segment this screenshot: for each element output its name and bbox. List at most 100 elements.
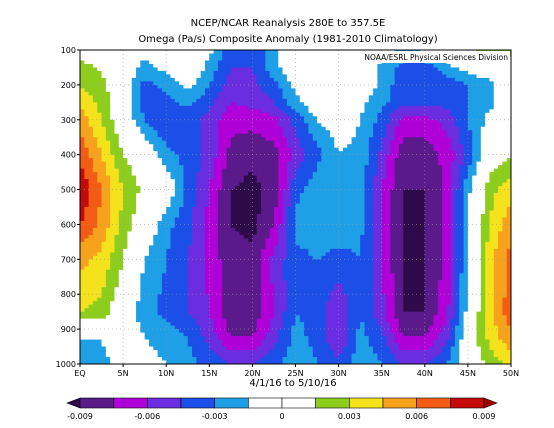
heatmap-cell (459, 67, 465, 72)
heatmap-cell (136, 105, 141, 110)
heatmap-cell (493, 217, 499, 222)
heatmap-cell (433, 133, 439, 138)
heatmap-cell (282, 186, 288, 191)
heatmap-cell (123, 60, 129, 65)
heatmap-cell (433, 213, 439, 219)
heatmap-cell (325, 84, 331, 89)
heatmap-cell (80, 126, 85, 131)
heatmap-cell (235, 220, 241, 226)
heatmap-cell (325, 193, 331, 198)
heatmap-cell (433, 98, 439, 103)
heatmap-cell (467, 119, 473, 124)
heatmap-cell (411, 116, 417, 121)
heatmap-cell (230, 213, 236, 219)
heatmap-cell (467, 67, 473, 72)
heatmap-cell (261, 168, 266, 173)
heatmap-cell (394, 200, 400, 205)
heatmap-cell (269, 154, 275, 159)
heatmap-cell (226, 175, 232, 180)
heatmap-cell (230, 182, 236, 187)
heatmap-cell (243, 126, 249, 131)
heatmap-cell (148, 196, 154, 201)
heatmap-cell (386, 137, 391, 142)
heatmap-cell (411, 67, 417, 72)
heatmap-cell (144, 220, 150, 226)
heatmap-cell (299, 81, 305, 86)
heatmap-cell (97, 213, 103, 219)
heatmap-cell (192, 182, 197, 187)
heatmap-cell (360, 133, 366, 138)
heatmap-cell (80, 217, 85, 222)
heatmap-cell (295, 168, 301, 173)
heatmap-cell (80, 168, 85, 173)
heatmap-cell (144, 161, 150, 166)
heatmap-cell (437, 102, 443, 107)
heatmap-cell (403, 151, 409, 156)
heatmap-cell (506, 151, 511, 156)
heatmap-cell (437, 81, 443, 86)
heatmap-cell (148, 84, 154, 89)
heatmap-cell (213, 207, 219, 212)
heatmap-cell (390, 193, 396, 198)
heatmap-cell (342, 168, 348, 173)
heatmap-cell (368, 186, 374, 191)
heatmap-cell (161, 119, 167, 124)
heatmap-cell (213, 175, 219, 180)
heatmap-cell (183, 161, 189, 166)
heatmap-cell (170, 133, 176, 138)
heatmap-cell (291, 67, 297, 72)
heatmap-cell (355, 137, 361, 142)
heatmap-cell (153, 161, 159, 166)
heatmap-cell (368, 102, 374, 107)
heatmap-cell (118, 140, 124, 145)
heatmap-cell (97, 137, 103, 142)
heatmap-cell (368, 158, 374, 163)
heatmap-cell (222, 98, 228, 103)
heatmap-cell (424, 168, 430, 173)
heatmap-cell (213, 116, 219, 121)
heatmap-cell (217, 213, 223, 219)
heatmap-cell (467, 200, 473, 205)
heatmap-cell (105, 77, 111, 82)
heatmap-cell (386, 189, 391, 194)
heatmap-cell (360, 63, 366, 69)
heatmap-cell (467, 112, 473, 117)
heatmap-cell (442, 74, 447, 79)
heatmap-cell (429, 207, 435, 212)
heatmap-cell (192, 63, 197, 69)
heatmap-cell (360, 88, 366, 93)
heatmap-cell (295, 220, 301, 226)
heatmap-cell (243, 123, 249, 128)
heatmap-cell (92, 74, 98, 79)
heatmap-cell (204, 200, 210, 205)
heatmap-cell (187, 50, 193, 55)
heatmap-cell (420, 144, 426, 149)
heatmap-cell (273, 102, 279, 107)
heatmap-cell (308, 60, 314, 65)
heatmap-cell (101, 88, 107, 93)
heatmap-cell (420, 168, 426, 173)
heatmap-cell (179, 119, 185, 124)
heatmap-cell (265, 130, 271, 135)
heatmap-cell (416, 165, 422, 170)
heatmap-cell (317, 151, 322, 156)
heatmap-cell (136, 203, 141, 208)
heatmap-cell (398, 161, 404, 166)
heatmap-cell (295, 182, 301, 187)
heatmap-cell (334, 217, 340, 222)
heatmap-cell (338, 189, 344, 194)
heatmap-cell (368, 193, 374, 198)
heatmap-cell (136, 175, 141, 180)
heatmap-cell (110, 77, 116, 82)
heatmap-cell (446, 203, 452, 208)
heatmap-cell (308, 88, 314, 93)
heatmap-cell (304, 175, 310, 180)
heatmap-cell (317, 60, 322, 65)
heatmap-cell (92, 91, 98, 96)
heatmap-cell (213, 105, 219, 110)
heatmap-cell (321, 140, 327, 145)
heatmap-cell (209, 60, 215, 65)
heatmap-cell (248, 193, 253, 198)
heatmap-cell (312, 158, 318, 163)
heatmap-cell (243, 112, 249, 117)
